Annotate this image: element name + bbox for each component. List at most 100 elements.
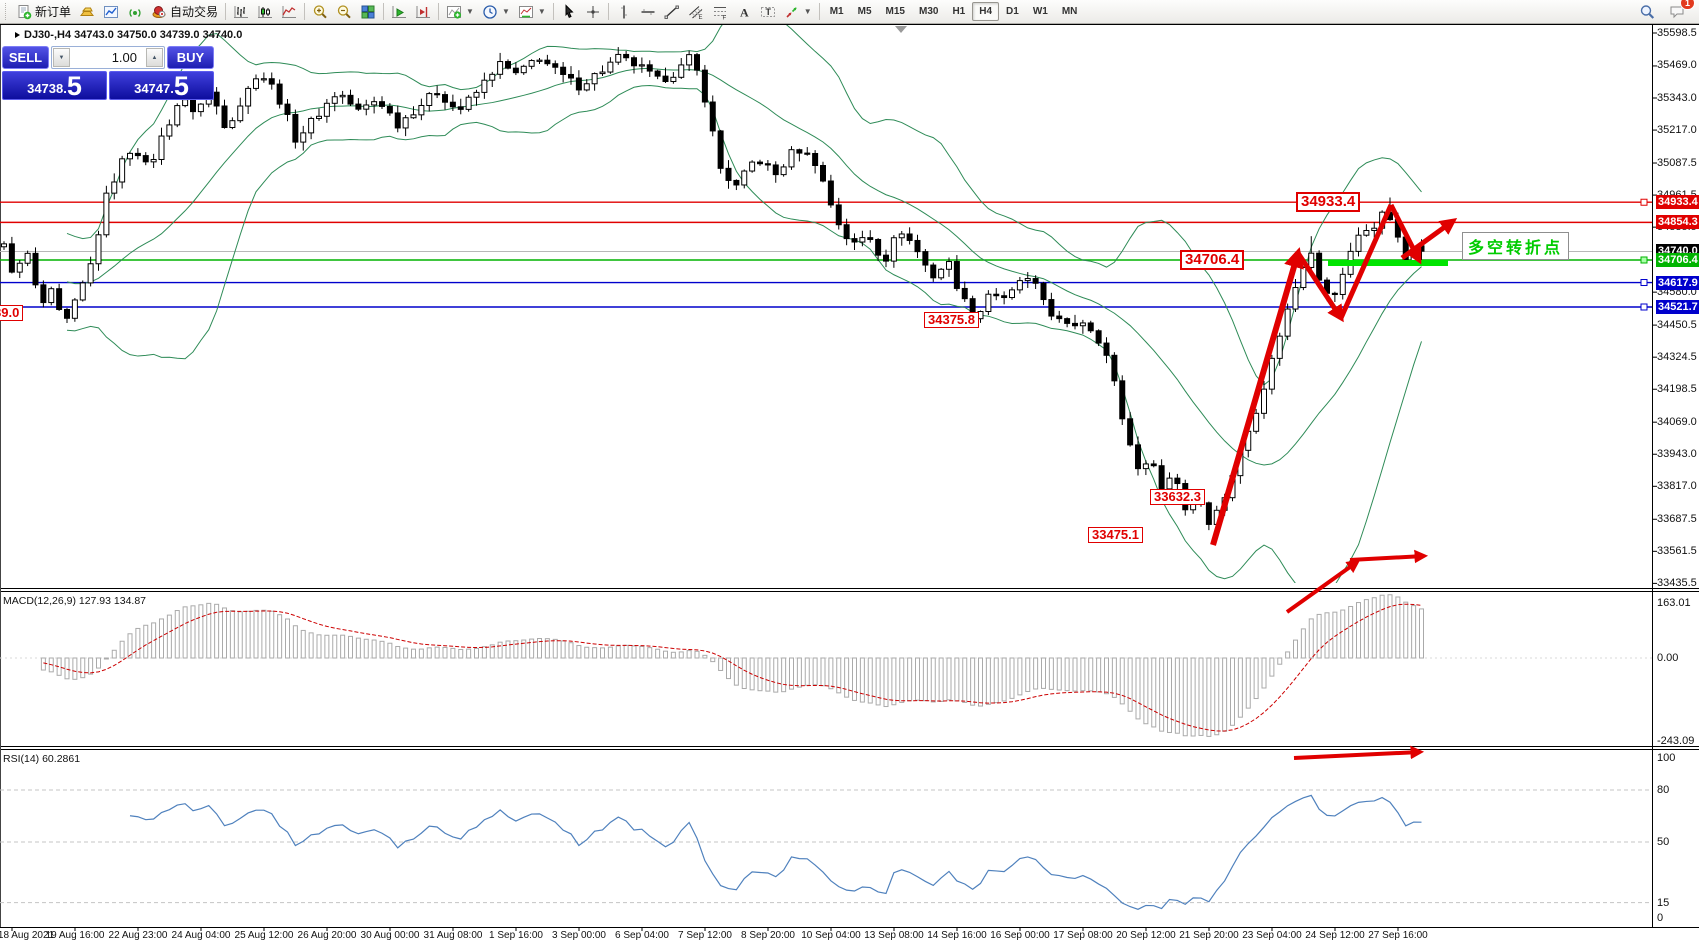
- toolbar-separator: [607, 3, 609, 20]
- chart-shift-button[interactable]: [411, 0, 435, 23]
- zoom_in-icon: [313, 4, 327, 18]
- toolbar-separator: [304, 3, 306, 20]
- auto-trading-button[interactable]: 自动交易: [147, 0, 222, 23]
- rsi-axis-tick: 0: [1657, 912, 1664, 924]
- auto-scroll-button[interactable]: [387, 0, 411, 23]
- cross-icon: [586, 5, 599, 18]
- price-axis-tick: 35087.5: [1657, 156, 1697, 169]
- indicators-menu-button[interactable]: ▼: [442, 0, 478, 23]
- price-axis-tick: 33435.5: [1657, 576, 1697, 589]
- time-axis-label: 6 Sep 04:00: [615, 930, 669, 941]
- tline-icon: [664, 5, 679, 19]
- time-axis-label: 31 Aug 08:00: [423, 930, 483, 941]
- macd-axis-tick: 0.00: [1657, 652, 1679, 664]
- timeframe-m1-button[interactable]: M1: [829, 6, 844, 17]
- time-axis-label: 25 Aug 12:00: [234, 930, 294, 941]
- arrows-tool-button[interactable]: ▼: [780, 0, 816, 23]
- gold-symbol-button[interactable]: [75, 0, 99, 23]
- rsi-axis-tick: 50: [1657, 836, 1670, 848]
- price-axis-tick: 35469.0: [1657, 59, 1697, 72]
- chevron-down-icon[interactable]: ▼: [803, 7, 812, 16]
- chevron-down-icon[interactable]: ▼: [501, 7, 510, 16]
- trendline-tool-button[interactable]: [660, 0, 684, 23]
- macd-axis-tick: -243.09: [1657, 734, 1695, 747]
- price-level-label: 34854.3: [1656, 215, 1699, 230]
- zoom-out-button[interactable]: [332, 0, 356, 23]
- volume-decrease-button[interactable]: ▼: [53, 48, 70, 67]
- chat-button[interactable]: 1: [1665, 0, 1695, 23]
- time-axis-label: 7 Sep 12:00: [678, 930, 732, 941]
- line-icon: [282, 5, 297, 18]
- volume-value[interactable]: 1.00: [111, 50, 137, 65]
- templates-menu-button[interactable]: ▼: [514, 0, 550, 23]
- text-label-tool-button[interactable]: T: [756, 0, 780, 23]
- fibonacci-tool-button[interactable]: F: [708, 0, 732, 23]
- search-button[interactable]: [1635, 0, 1659, 23]
- rsi-axis-tick: 100: [1657, 752, 1676, 764]
- time-axis-label: 21 Sep 20:00: [1179, 930, 1239, 941]
- symbol-triangle-icon: [15, 32, 20, 38]
- price-axis-tick: 34198.5: [1657, 382, 1697, 395]
- price-axis-tick: 33943.0: [1657, 447, 1697, 460]
- crosshair-tool-button[interactable]: [581, 0, 605, 23]
- svg-text:A: A: [740, 5, 749, 19]
- zoom-in-button[interactable]: [308, 0, 332, 23]
- toolbar-grip: [5, 3, 9, 20]
- price-axis-tick: 35343.0: [1657, 91, 1697, 104]
- new-order-button[interactable]: 新订单: [12, 0, 75, 23]
- line-chart-mode-button[interactable]: [277, 0, 301, 23]
- price-axis-tick: 33561.5: [1657, 544, 1697, 557]
- timeframe-m30-button[interactable]: M30: [918, 6, 939, 17]
- chart-shift-marker[interactable]: [895, 26, 907, 33]
- candlestick-mode-button[interactable]: [253, 0, 277, 23]
- volume-increase-button[interactable]: ▲: [146, 48, 163, 67]
- cursor-tool-button[interactable]: [557, 0, 581, 23]
- timeframe-w1-button[interactable]: W1: [1032, 6, 1048, 17]
- timeframe-mn-button[interactable]: MN: [1061, 6, 1078, 17]
- time-axis-label: 10 Sep 04:00: [801, 930, 861, 941]
- time-axis-label: 14 Sep 16:00: [927, 930, 987, 941]
- new-order-label: 新订单: [35, 5, 72, 19]
- one-click-trading-panel: SELL ▼ 1.00 ▲ BUY 34738. 5 34747. 5: [2, 46, 214, 100]
- chevron-down-icon[interactable]: ▼: [537, 7, 546, 16]
- horizontal-line-tool-button[interactable]: [636, 0, 660, 23]
- vertical-line-tool-button[interactable]: [612, 0, 636, 23]
- timeframe-h4-button[interactable]: H4: [972, 2, 1000, 21]
- rsi-plot: [0, 789, 1652, 910]
- shift-icon: [416, 5, 431, 18]
- sell-button[interactable]: SELL: [2, 46, 49, 69]
- macd-label: MACD(12,26,9) 127.93 134.87: [3, 595, 147, 607]
- trend-arrow: [1285, 559, 1361, 614]
- magnifier-icon: [1640, 4, 1655, 19]
- equidistant-channel-tool-button[interactable]: E: [684, 0, 708, 23]
- timeframe-m15-button[interactable]: M15: [885, 6, 905, 17]
- timeframe-h1-button[interactable]: H1: [952, 6, 966, 17]
- price-level-label: 34706.4: [1656, 252, 1699, 267]
- arrows-icon: [786, 6, 797, 18]
- cursor-icon: [565, 3, 574, 18]
- clock-icon: [483, 4, 497, 19]
- timeframe-d1-button[interactable]: D1: [1006, 6, 1019, 17]
- chevron-down-icon[interactable]: ▼: [466, 7, 474, 16]
- time-axis-label: 30 Aug 00:00: [360, 930, 420, 941]
- price-level-label: 34521.7: [1656, 299, 1699, 314]
- volume-spinner[interactable]: ▼ 1.00 ▲: [51, 46, 165, 69]
- price-level-label: 34933.4: [1656, 195, 1699, 210]
- tile-windows-button[interactable]: [356, 0, 380, 23]
- time-axis-label: 1 Sep 16:00: [489, 930, 543, 941]
- periods-menu-button[interactable]: ▼: [478, 0, 514, 23]
- timeframe-m5-button[interactable]: M5: [857, 6, 872, 17]
- doc_plus-icon: [18, 4, 32, 19]
- bid-price[interactable]: 34738. 5: [2, 71, 107, 100]
- rsi-label: RSI(14) 60.2861: [3, 753, 81, 765]
- text-tool-button[interactable]: A: [732, 0, 756, 23]
- ask-price[interactable]: 34747. 5: [109, 71, 214, 100]
- fibo-icon: F: [713, 6, 726, 20]
- market-chart-button[interactable]: [99, 0, 123, 23]
- labelT-icon: T: [760, 6, 775, 17]
- buy-button[interactable]: BUY: [167, 46, 214, 69]
- bar-chart-mode-button[interactable]: [229, 0, 253, 23]
- signals-button[interactable]: [123, 0, 147, 23]
- bars-icon: [234, 5, 249, 18]
